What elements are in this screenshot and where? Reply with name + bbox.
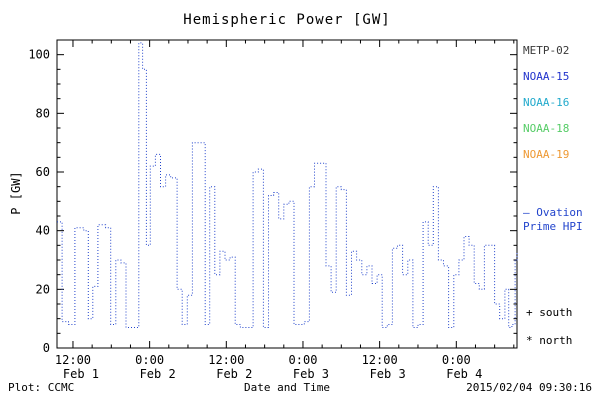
legend-satellite-label: NOAA-19	[523, 148, 570, 161]
svg-text:20: 20	[36, 282, 50, 296]
plot-timestamp: 2015/02/04 09:30:16	[466, 381, 592, 394]
svg-text:Feb 3: Feb 3	[293, 367, 329, 381]
svg-text:40: 40	[36, 224, 50, 238]
south-marker-key: + south	[526, 306, 573, 319]
svg-text:Feb 3: Feb 3	[370, 367, 406, 381]
svg-text:Feb 1: Feb 1	[63, 367, 99, 381]
svg-text:Feb 4: Feb 4	[446, 367, 482, 381]
svg-text:Feb 2: Feb 2	[216, 367, 252, 381]
x-axis-label: Date and Time	[243, 381, 331, 394]
svg-text:Feb 2: Feb 2	[140, 367, 176, 381]
svg-text:12:00: 12:00	[362, 353, 398, 367]
legend-satellite-label: METP-02	[523, 44, 570, 57]
plot-source-label: Plot: CCMC	[8, 381, 75, 394]
svg-text:0:00: 0:00	[135, 353, 164, 367]
north-marker-key: * north	[526, 334, 573, 347]
ovation-legend-line2: Prime HPI	[523, 220, 583, 233]
ovation-legend: – Ovation Prime HPI	[523, 206, 583, 234]
svg-text:0:00: 0:00	[442, 353, 471, 367]
legend-satellite-label: NOAA-15	[523, 70, 570, 83]
svg-text:100: 100	[28, 48, 50, 62]
svg-text:0:00: 0:00	[289, 353, 318, 367]
svg-text:12:00: 12:00	[55, 353, 91, 367]
svg-text:60: 60	[36, 165, 50, 179]
legend-satellite-label: NOAA-16	[523, 96, 570, 109]
satellite-legend: METP-02 NOAA-15 NOAA-16 NOAA-18 NOAA-19	[523, 44, 569, 161]
svg-text:0: 0	[43, 341, 50, 355]
ovation-legend-line1: – Ovation	[523, 206, 583, 219]
svg-text:80: 80	[36, 106, 50, 120]
svg-text:12:00: 12:00	[208, 353, 244, 367]
legend-satellite-label: NOAA-18	[523, 122, 570, 135]
chart-title: Hemispheric Power [GW]	[183, 12, 391, 28]
